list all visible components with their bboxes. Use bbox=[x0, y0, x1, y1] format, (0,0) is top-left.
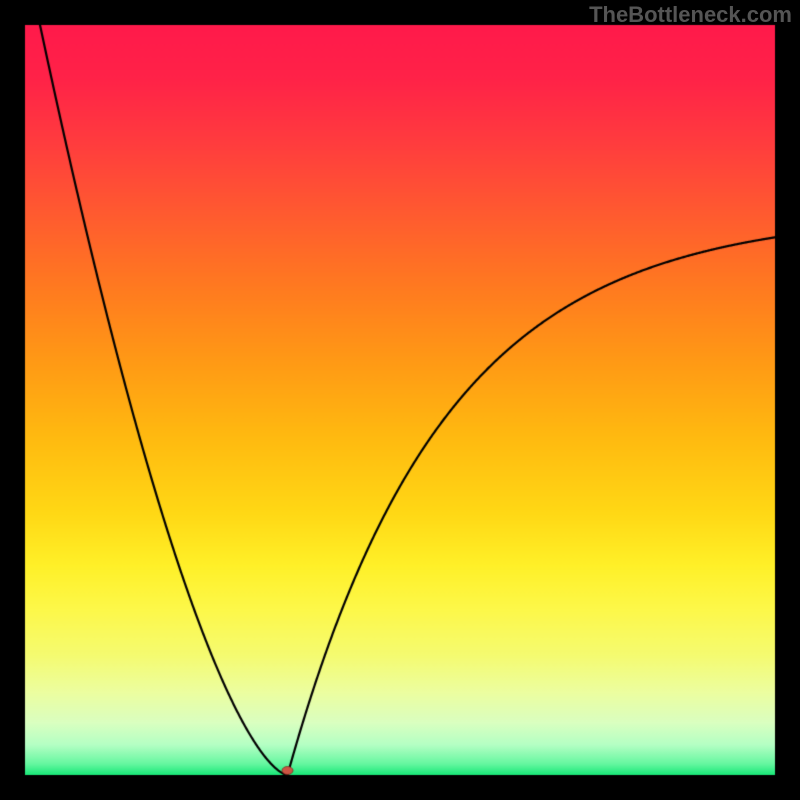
chart-container: TheBottleneck.com bbox=[0, 0, 800, 800]
bottleneck-gradient-plot bbox=[0, 0, 800, 800]
watermark-text: TheBottleneck.com bbox=[589, 2, 792, 28]
